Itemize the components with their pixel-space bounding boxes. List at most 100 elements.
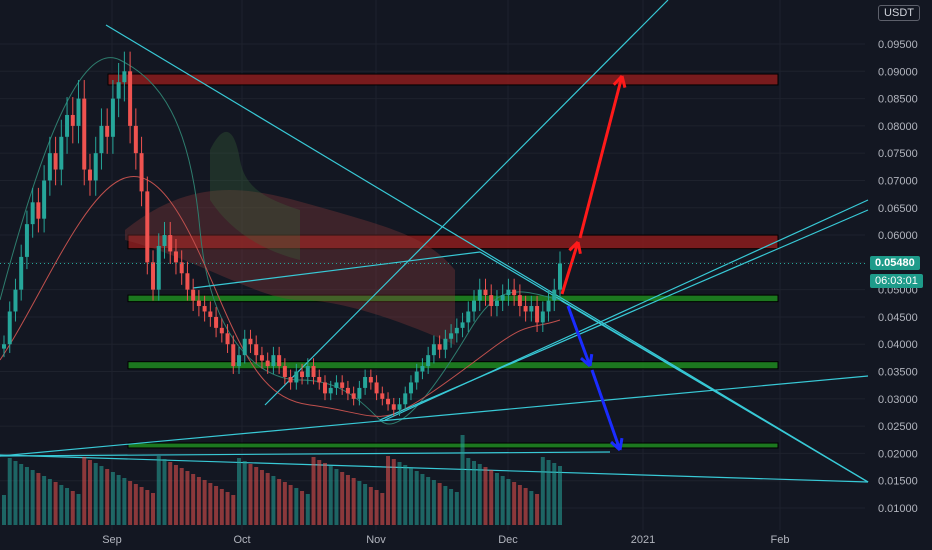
candle-body — [53, 153, 58, 170]
candle-body — [93, 153, 98, 181]
volume-bar — [168, 462, 173, 525]
y-tick-label: 0.01000 — [878, 503, 918, 515]
candle-body — [82, 98, 87, 170]
volume-bar — [368, 487, 373, 525]
volume-bar — [70, 491, 75, 525]
candle-body — [24, 224, 29, 257]
volume-bar — [53, 482, 58, 525]
volume-bar — [426, 477, 431, 525]
volume-bar — [391, 459, 396, 525]
candle-body — [374, 382, 379, 394]
volume-bar — [231, 495, 236, 525]
volume-bar — [506, 479, 511, 525]
volume-bar — [116, 475, 121, 525]
candle-body — [368, 376, 373, 383]
trendline — [0, 451, 611, 457]
volume-bar — [311, 457, 316, 525]
ichimoku-cloud-green — [210, 131, 300, 260]
volume-bar — [19, 464, 24, 525]
candle-body — [403, 393, 408, 405]
currency-label[interactable]: USDT — [878, 5, 920, 21]
volume-bar — [2, 495, 6, 525]
volume-bar — [546, 460, 551, 525]
candle-body — [552, 289, 557, 301]
volume-bar — [196, 477, 201, 525]
volume-bar — [420, 474, 425, 525]
volume-bar — [30, 470, 35, 525]
volume-bar — [300, 491, 305, 525]
volume-bar — [139, 487, 144, 525]
volume-bar — [443, 486, 448, 525]
volume-bar — [128, 481, 133, 525]
candle-body — [305, 366, 310, 377]
volume-bar — [259, 470, 264, 525]
volume-bar — [208, 483, 213, 525]
trendline — [192, 251, 481, 289]
candle-body — [334, 382, 339, 388]
volume-bar — [156, 456, 161, 525]
candle-body — [494, 300, 499, 307]
candle-body — [386, 398, 391, 405]
candle-body — [535, 306, 540, 323]
candle-body — [128, 71, 133, 126]
candles — [2, 51, 562, 416]
x-tick-label: Nov — [366, 534, 386, 546]
arrow-head — [579, 356, 591, 368]
candle-body — [65, 114, 70, 137]
candle-body — [558, 263, 562, 290]
volume-bar — [99, 466, 104, 525]
candle-body — [254, 344, 259, 356]
volume-bar — [340, 472, 345, 525]
volume-bar — [133, 484, 138, 525]
volume-bar — [363, 484, 368, 525]
candle-body — [7, 311, 12, 345]
x-axis[interactable]: Sep Oct Nov Dec 2021 Feb — [102, 534, 789, 546]
volume-bar — [437, 483, 442, 525]
candle-body — [380, 393, 385, 399]
volume-bar — [523, 488, 528, 525]
candle-body — [225, 333, 230, 345]
y-tick-label: 0.04000 — [878, 339, 918, 351]
y-tick-label: 0.03500 — [878, 367, 918, 379]
trendline — [379, 209, 869, 421]
candle-body — [145, 191, 150, 263]
candle-body — [19, 256, 24, 290]
support-zone — [127, 361, 779, 370]
volume-bar — [414, 471, 419, 525]
candle-body — [517, 295, 522, 307]
y-tick-label: 0.09000 — [878, 66, 918, 78]
volume-bar — [185, 471, 190, 525]
bollinger-upper — [0, 57, 561, 425]
candle-body — [443, 338, 448, 350]
volume-bar — [179, 468, 184, 525]
volume-bar — [110, 472, 115, 525]
candle-body — [506, 289, 511, 296]
volume-bar — [254, 467, 259, 525]
candle-body — [173, 251, 178, 263]
volume-bar — [271, 476, 276, 525]
candle-body — [30, 202, 35, 225]
candle-body — [414, 371, 419, 383]
resistance-zone — [127, 234, 779, 250]
candle-body — [322, 382, 327, 394]
candle-body — [288, 376, 293, 383]
target-arrow-down-1 — [566, 305, 594, 368]
candle-body — [242, 338, 247, 356]
moving-average — [0, 176, 561, 417]
x-tick-label: Dec — [498, 534, 518, 546]
volume-bar — [82, 457, 87, 525]
candle-body — [437, 344, 442, 350]
candle-countdown-badge: 06:03:01 — [870, 274, 923, 288]
volume-bar — [173, 465, 178, 525]
volume-bar — [408, 468, 413, 525]
volume-bar — [191, 474, 196, 525]
candle-body — [282, 366, 287, 377]
arrow-segment — [578, 75, 624, 239]
volume-bar — [248, 464, 253, 525]
candle-body — [13, 289, 18, 312]
volume-bar — [162, 459, 167, 525]
volume-bar — [288, 485, 293, 525]
candle-body — [300, 371, 305, 377]
trendline — [0, 375, 869, 457]
